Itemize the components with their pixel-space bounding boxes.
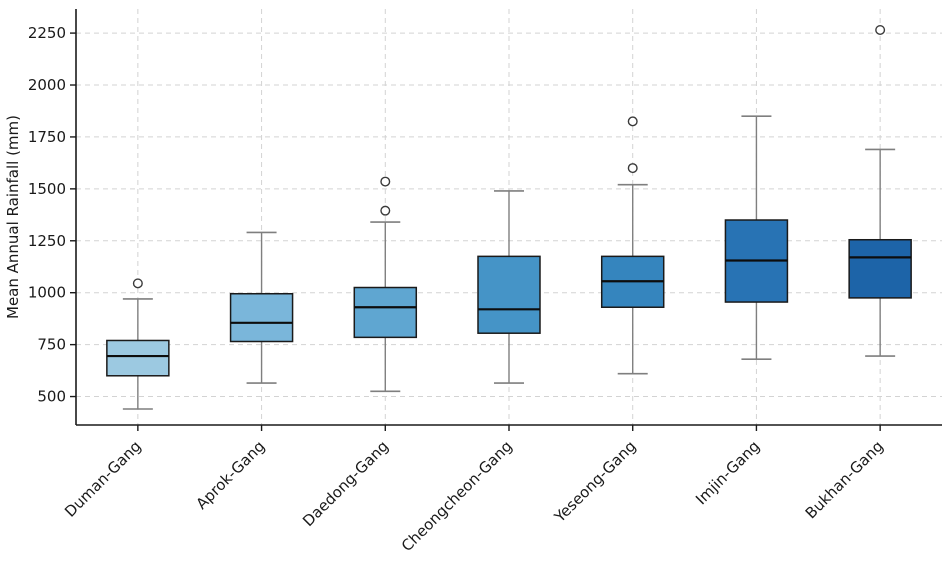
box-group-yeseong-gang [600,116,665,375]
iqr-box [229,292,294,343]
x-tick-label-cheongcheon-gang: Cheongcheon-Gang [398,437,516,555]
box-group-bukhan-gang [848,24,912,357]
y-tick-label: 750 [37,336,66,354]
iqr-box [106,339,170,377]
outlier-point [380,205,391,216]
y-tick-label: 1750 [28,128,66,146]
outlier-point [627,163,638,174]
box-group-cheongcheon-gang [477,190,541,384]
outlier-point [132,278,143,289]
iqr-box [848,238,912,299]
box-group-duman-gang [106,278,170,410]
box-group-imjin-gang [724,115,789,360]
box-group-aprok-gang [229,231,294,384]
x-tick-label-imjin-gang: Imjin-Gang [692,437,763,508]
outlier-point [380,176,391,187]
y-tick-label: 1500 [28,180,66,198]
iqr-box [477,255,541,334]
x-tick-label-duman-gang: Duman-Gang [61,437,145,521]
y-tick-label: 2250 [28,24,66,42]
boxplot-series [106,24,912,410]
x-tick-label-yeseong-gang: Yeseong-Gang [550,437,639,526]
y-tick-label: 2000 [28,76,66,94]
y-axis-label: Mean Annual Rainfall (mm) [4,115,22,319]
x-tick-label-bukhan-gang: Bukhan-Gang [802,437,887,522]
x-tick-label-aprok-gang: Aprok-Gang [193,437,269,513]
y-tick-label: 1000 [28,284,66,302]
axis-labels: Mean Annual Rainfall (mm) [4,115,22,319]
x-tick-label-daedong-gang: Daedong-Gang [299,437,392,530]
iqr-box [353,286,418,339]
y-tick-label: 1250 [28,232,66,250]
box-group-daedong-gang [353,176,418,393]
outlier-point [627,116,638,127]
outlier-point [875,24,886,35]
y-tick-label: 500 [37,388,66,406]
